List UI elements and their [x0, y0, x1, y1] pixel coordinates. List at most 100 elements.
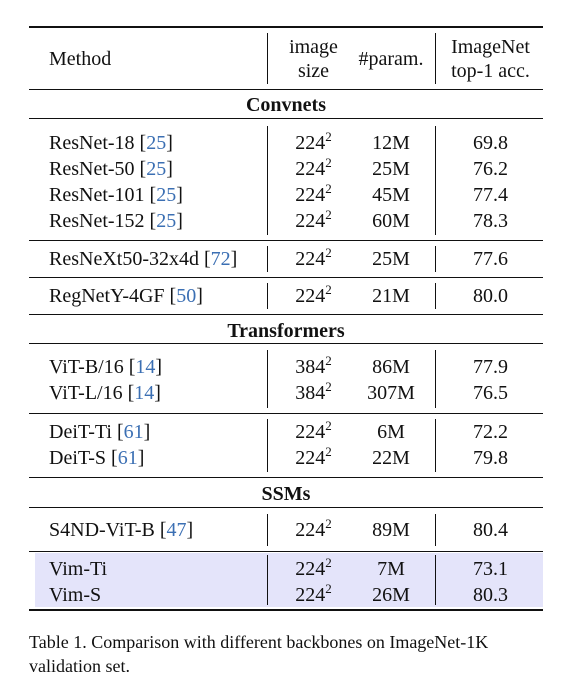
column-divider: [435, 555, 436, 605]
cell-accuracy: 78.3: [473, 210, 508, 232]
citation-link[interactable]: 25: [156, 210, 177, 232]
cell-accuracy: 76.5: [473, 382, 508, 404]
image-size-value: 384: [295, 356, 326, 378]
method-name: S4ND-ViT-B [: [49, 519, 167, 541]
cell-image-size: 2242: [275, 445, 352, 471]
table-row: S4ND-ViT-B [47] 2242 89M 80.4: [29, 517, 543, 543]
table-row: ViT-B/16 [14] 3842 86M 77.9: [29, 354, 543, 380]
citation-link[interactable]: 14: [134, 382, 155, 404]
vim-highlight: [35, 553, 543, 607]
cell-image-size: 2242: [275, 130, 352, 156]
cell-image-size: 2242: [275, 517, 352, 543]
citation-link[interactable]: 14: [135, 356, 156, 378]
column-divider: [267, 246, 268, 272]
top-rule: [29, 26, 543, 28]
header-image-size-line2: size: [297, 60, 330, 82]
cell-image-size: 2242: [275, 582, 352, 608]
cell-method: ViT-L/16 [14]: [49, 380, 161, 406]
cell-method: Vim-Ti: [49, 556, 107, 582]
column-divider: [435, 350, 436, 408]
image-size-exponent: 2: [325, 353, 332, 368]
image-size-value: 224: [295, 210, 326, 232]
cell-accuracy: 80.3: [473, 584, 508, 606]
method-name: Vim-Ti: [49, 558, 108, 580]
image-size-exponent: 2: [325, 581, 332, 596]
cell-params: 25M: [372, 158, 410, 180]
table-row: ResNeXt50-32x4d [72] 2242 25M 77.6: [29, 246, 543, 272]
image-size-exponent: 2: [325, 245, 332, 260]
cell-accuracy: 80.0: [473, 285, 508, 307]
citation-bracket: ]: [166, 132, 173, 154]
column-divider: [435, 514, 436, 546]
cell-method: ResNeXt50-32x4d [72]: [49, 246, 237, 272]
cell-params: 6M: [377, 421, 405, 443]
cell-accuracy: 72.2: [473, 421, 508, 443]
cell-image-size: 2242: [275, 283, 352, 309]
column-divider: [267, 126, 268, 235]
image-size-exponent: 2: [325, 207, 332, 222]
cell-image-size: 2242: [275, 156, 352, 182]
method-name: ResNeXt50-32x4d [: [49, 248, 211, 270]
cell-method: ViT-B/16 [14]: [49, 354, 162, 380]
cell-method: Vim-S: [49, 582, 101, 608]
cell-method: ResNet-50 [25]: [49, 156, 173, 182]
cell-method: ResNet-152 [25]: [49, 208, 183, 234]
citation-bracket: ]: [155, 356, 163, 378]
cell-accuracy: 77.6: [473, 248, 508, 270]
column-divider: [435, 283, 436, 309]
image-size-value: 224: [295, 285, 326, 307]
citation-link[interactable]: 61: [117, 447, 138, 469]
image-size-value: 224: [295, 132, 326, 154]
cell-params: 89M: [372, 519, 410, 541]
bottom-rule: [29, 609, 543, 611]
method-name: DeiT-S [: [49, 447, 118, 469]
citation-link[interactable]: 72: [210, 248, 231, 270]
citation-link[interactable]: 25: [146, 158, 167, 180]
citation-bracket: ]: [196, 285, 203, 307]
image-size-exponent: 2: [325, 129, 332, 144]
column-divider: [267, 283, 268, 309]
cell-accuracy: 80.4: [473, 519, 508, 541]
image-size-value: 224: [295, 558, 326, 580]
image-size-value: 224: [295, 248, 326, 270]
image-size-exponent: 2: [325, 516, 332, 531]
cell-accuracy: 73.1: [473, 558, 508, 580]
citation-link[interactable]: 47: [166, 519, 187, 541]
cell-method: ResNet-101 [25]: [49, 182, 183, 208]
table-row: DeiT-S [61] 2242 22M 79.8: [29, 445, 543, 471]
citation-link[interactable]: 50: [176, 285, 197, 307]
image-size-exponent: 2: [325, 379, 332, 394]
cell-method: S4ND-ViT-B [47]: [49, 517, 193, 543]
cell-params: 21M: [372, 285, 410, 307]
table-row: ResNet-50 [25] 2242 25M 76.2: [29, 156, 543, 182]
cell-method: RegNetY-4GF [50]: [49, 283, 203, 309]
section-rule: [29, 314, 543, 315]
image-size-value: 224: [295, 447, 326, 469]
image-size-value: 224: [295, 184, 326, 206]
cell-params: 45M: [372, 184, 410, 206]
cell-image-size: 2242: [275, 556, 352, 582]
table-row: ResNet-18 [25] 2242 12M 69.8: [29, 130, 543, 156]
cell-accuracy: 79.8: [473, 447, 508, 469]
citation-link[interactable]: 61: [123, 421, 144, 443]
table-row: RegNetY-4GF [50] 2242 21M 80.0: [29, 283, 543, 309]
cell-params: 60M: [372, 210, 410, 232]
method-name: ResNet-18 [: [49, 132, 147, 154]
citation-link[interactable]: 25: [156, 184, 177, 206]
citation-link[interactable]: 25: [146, 132, 167, 154]
image-size-value: 224: [295, 158, 326, 180]
table-row: ResNet-152 [25] 2242 60M 78.3: [29, 208, 543, 234]
section-title: SSMs: [261, 483, 311, 505]
citation-bracket: ]: [186, 519, 194, 541]
method-name: ResNet-152 [: [49, 210, 157, 232]
image-size-value: 224: [295, 584, 326, 606]
citation-bracket: ]: [176, 184, 183, 206]
cell-image-size: 2242: [275, 208, 352, 234]
method-name: ViT-B/16 [: [49, 356, 136, 378]
method-name: Vim-S: [49, 584, 102, 606]
column-divider: [267, 514, 268, 546]
table-row: DeiT-Ti [61] 2242 6M 72.2: [29, 419, 543, 445]
column-divider: [267, 555, 268, 605]
citation-bracket: ]: [176, 210, 183, 232]
header-rule: [29, 89, 543, 90]
